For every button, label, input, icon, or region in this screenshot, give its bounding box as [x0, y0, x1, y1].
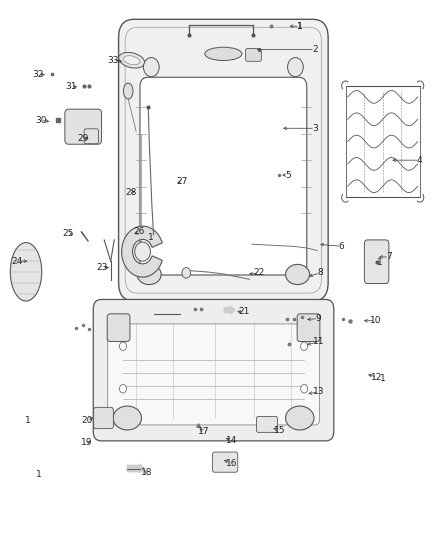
- Text: 1: 1: [36, 471, 42, 479]
- Text: 15: 15: [273, 426, 285, 435]
- Ellipse shape: [137, 264, 161, 285]
- FancyBboxPatch shape: [108, 324, 319, 425]
- Text: 21: 21: [239, 307, 250, 316]
- FancyBboxPatch shape: [119, 19, 328, 301]
- Text: 12: 12: [371, 373, 383, 382]
- FancyBboxPatch shape: [65, 109, 102, 144]
- Circle shape: [182, 268, 191, 278]
- Circle shape: [300, 342, 307, 351]
- Text: 14: 14: [226, 437, 237, 446]
- FancyBboxPatch shape: [246, 49, 261, 61]
- Ellipse shape: [119, 52, 145, 68]
- Circle shape: [135, 242, 150, 261]
- Ellipse shape: [205, 47, 242, 61]
- Text: 29: 29: [77, 134, 88, 143]
- Text: 19: 19: [81, 439, 93, 448]
- Text: 31: 31: [66, 82, 77, 91]
- Ellipse shape: [124, 55, 140, 65]
- Text: 1: 1: [297, 22, 303, 31]
- Text: 28: 28: [125, 188, 137, 197]
- Text: 32: 32: [32, 70, 43, 78]
- Text: 18: 18: [141, 469, 153, 477]
- Text: 13: 13: [313, 387, 324, 397]
- FancyArrow shape: [127, 464, 145, 473]
- Text: 25: 25: [63, 229, 74, 238]
- Circle shape: [288, 58, 303, 77]
- Text: 23: 23: [96, 263, 108, 272]
- Text: 4: 4: [417, 156, 423, 165]
- Text: 3: 3: [312, 124, 318, 133]
- FancyBboxPatch shape: [140, 77, 307, 275]
- FancyBboxPatch shape: [212, 452, 238, 472]
- Text: 30: 30: [35, 116, 46, 125]
- FancyBboxPatch shape: [364, 240, 389, 284]
- Ellipse shape: [11, 243, 42, 301]
- Text: 6: 6: [339, 242, 344, 251]
- Ellipse shape: [124, 83, 133, 99]
- Ellipse shape: [286, 264, 310, 285]
- FancyBboxPatch shape: [93, 300, 334, 441]
- Ellipse shape: [113, 406, 141, 430]
- FancyBboxPatch shape: [84, 129, 99, 144]
- Text: 2: 2: [312, 45, 318, 54]
- Circle shape: [120, 384, 127, 393]
- Text: 1: 1: [25, 416, 31, 425]
- Ellipse shape: [286, 406, 314, 430]
- FancyBboxPatch shape: [257, 416, 278, 432]
- Text: 7: 7: [386, 253, 392, 261]
- Text: 27: 27: [176, 177, 187, 186]
- Text: 24: 24: [12, 257, 23, 265]
- Circle shape: [300, 384, 307, 393]
- Text: 26: 26: [134, 228, 145, 237]
- Text: 17: 17: [198, 427, 209, 436]
- Circle shape: [144, 58, 159, 77]
- Wedge shape: [122, 226, 162, 277]
- Text: 1: 1: [380, 374, 385, 383]
- Text: 1: 1: [297, 22, 303, 31]
- Text: 5: 5: [285, 171, 291, 180]
- Text: 22: 22: [254, 269, 265, 277]
- FancyBboxPatch shape: [94, 407, 113, 429]
- Text: 11: 11: [313, 337, 324, 346]
- Text: 8: 8: [318, 269, 323, 277]
- Circle shape: [120, 342, 127, 351]
- FancyBboxPatch shape: [297, 314, 320, 342]
- FancyArrow shape: [224, 306, 235, 314]
- Text: 1: 1: [148, 233, 154, 242]
- Text: 33: 33: [108, 56, 119, 64]
- Text: 9: 9: [316, 314, 321, 323]
- FancyBboxPatch shape: [107, 314, 130, 342]
- Text: 16: 16: [226, 459, 237, 467]
- Text: 1: 1: [377, 258, 382, 266]
- Text: 20: 20: [81, 416, 93, 425]
- Text: 10: 10: [370, 316, 381, 325]
